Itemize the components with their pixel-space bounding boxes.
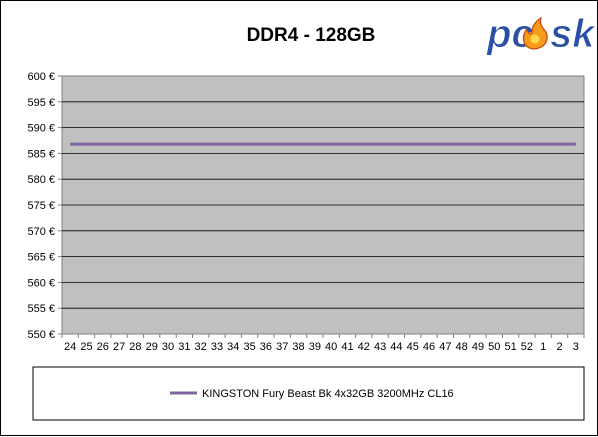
x-tick-label: 27 [113,341,125,353]
x-tick-label: 43 [374,341,386,353]
y-axis: 550 € 555 € 560 € 565 € 570 € 575 € 580 € 585 €… [27,71,62,341]
x-tick-label: 32 [195,341,207,353]
x-tick-label: 34 [227,341,239,353]
x-tick-label: 29 [146,341,158,353]
x-tick-label: 40 [325,341,337,353]
x-tick-label: 45 [407,341,419,353]
x-tick-label: 51 [504,341,516,353]
x-tick-label: 39 [309,341,321,353]
logo-sk-text: sk [550,12,596,56]
y-tick-label: 580 € [27,174,55,186]
pcosk-logo: pc sk [486,12,597,57]
x-tick-label: 44 [390,341,402,353]
x-tick-label: 38 [292,341,304,353]
x-tick-label: 30 [162,341,174,353]
x-tick-label: 46 [423,341,435,353]
x-tick-label: 41 [341,341,353,353]
legend-box [32,366,585,421]
y-tick-label: 585 € [27,148,55,160]
y-tick-label: 565 € [27,252,55,264]
x-tick-label: 50 [488,341,500,353]
y-tick-label: 550 € [27,329,55,341]
y-tick-label: 575 € [27,200,55,212]
x-tick-label: 48 [456,341,468,353]
x-tick-label: 3 [573,341,579,353]
x-tick-label: 47 [439,341,451,353]
x-tick-label: 28 [129,341,141,353]
x-tick-label: 36 [260,341,272,353]
chart-title: DDR4 - 128GB [247,25,376,46]
flame-o-icon [522,16,548,50]
y-tick-label: 570 € [27,226,55,238]
gridlines [62,101,584,309]
x-tick-label: 2 [556,341,562,353]
y-tick-label: 600 € [27,71,55,83]
y-tick-label: 560 € [27,277,55,289]
y-tick-label: 555 € [27,303,55,315]
x-tick-label: 52 [521,341,533,353]
x-tick-label: 37 [276,341,288,353]
x-tick-label: 42 [358,341,370,353]
x-tick-label: 24 [64,341,76,353]
x-axis: 24 25 26 27 28 29 30 31 32 33 34 35 36 37 38 39 40 41 42 43… [61,334,585,353]
legend-label: KINGSTON Fury Beast Bk 4x32GB 3200MHz CL… [202,388,454,400]
x-tick-label: 35 [243,341,255,353]
x-tick-label: 49 [472,341,484,353]
x-tick-label: 25 [80,341,92,353]
x-tick-label: 33 [211,341,223,353]
x-tick-label: 1 [540,341,546,353]
x-tick-label: 31 [178,341,190,353]
x-tick-label: 26 [97,341,109,353]
y-tick-label: 595 € [27,97,55,109]
y-tick-label: 590 € [27,123,55,135]
